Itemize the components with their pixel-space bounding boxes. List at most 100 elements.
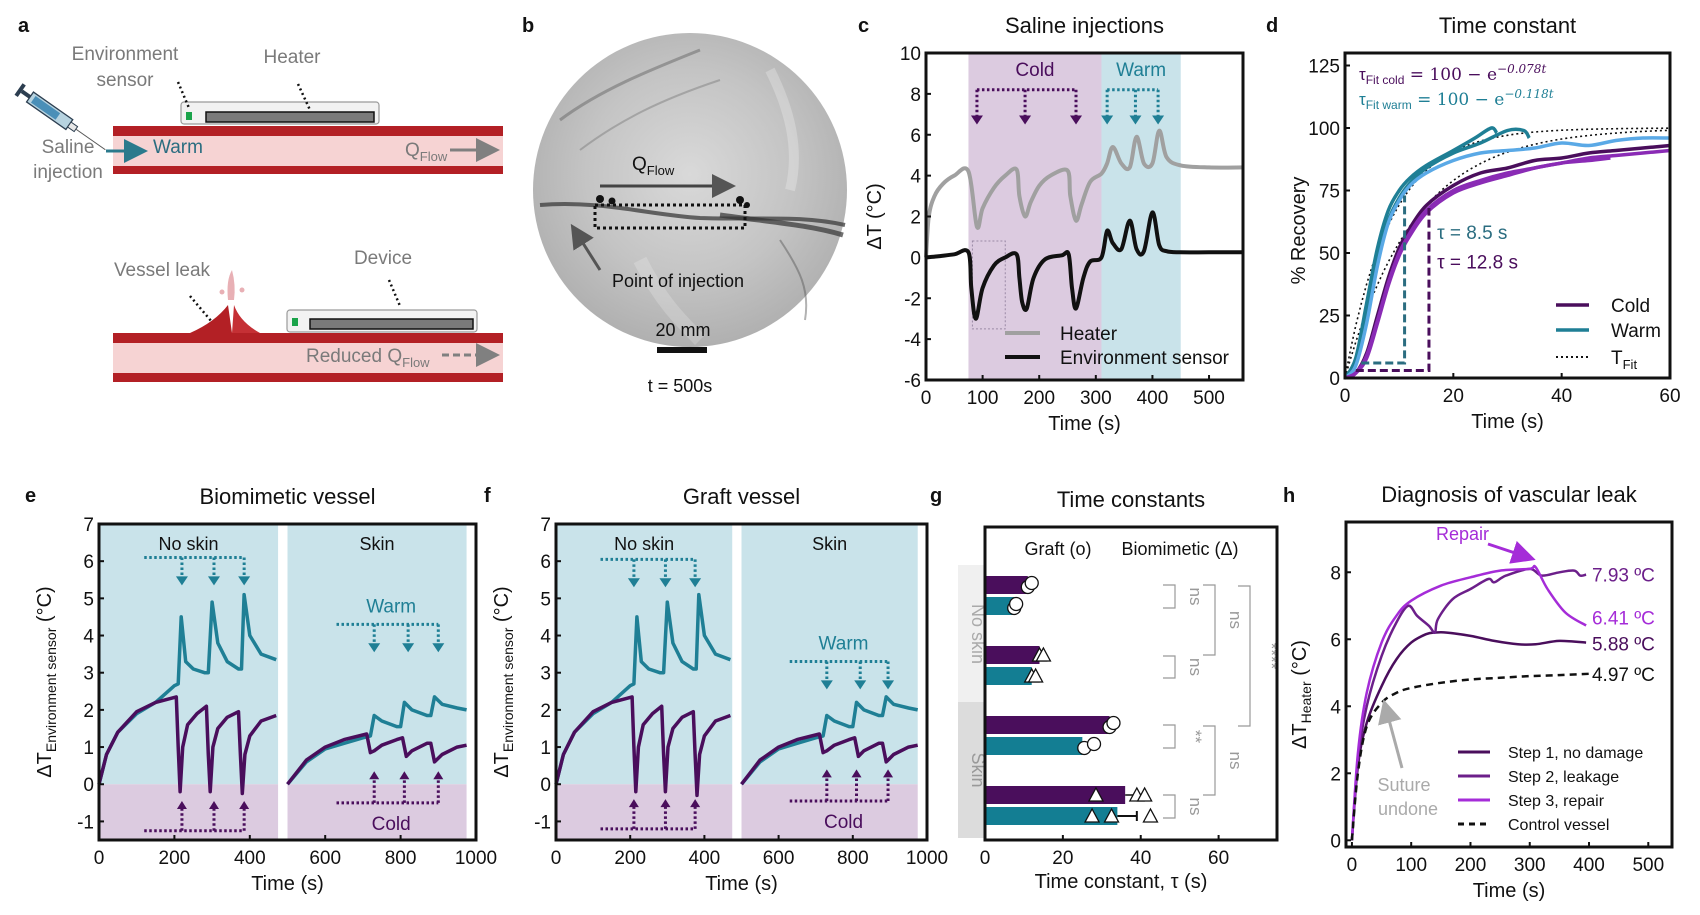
- region-label: Skin: [812, 534, 847, 554]
- arrow-head-icon: [820, 680, 833, 690]
- tau-cold-marker: [1355, 208, 1431, 372]
- suture-arrow-icon: [1378, 699, 1404, 769]
- scale-bar: [657, 347, 707, 353]
- bar-warm: [985, 807, 1118, 825]
- x-tick-label: 0: [94, 848, 105, 869]
- y-tick-label: -2: [904, 289, 921, 310]
- legend-label: Control vessel: [1508, 817, 1609, 834]
- arrow-head-icon: [854, 680, 867, 690]
- y-tick-label: -4: [904, 330, 921, 351]
- group-label-skin: Skin: [968, 752, 988, 787]
- plot-frame: [1344, 520, 1674, 849]
- data-point-triangle: [1136, 786, 1153, 802]
- bar-warm: [985, 667, 1032, 685]
- x-tick-label: 0: [1340, 386, 1351, 407]
- panel-g: g No skin Skin Graft (o) Biomimetic (Δ) ns ns…: [930, 485, 1281, 893]
- y-label-sub: Heater: [1298, 681, 1314, 723]
- environment-sensor-icon: [186, 112, 192, 120]
- x-tick-label: 1000: [455, 848, 497, 869]
- y-tick-label: 1: [83, 738, 94, 759]
- x-tick-label: 100: [967, 388, 999, 409]
- panel-c: c Cold Warm 0 100 200 300 400 500 -6 -4 -2 0 2 4 6 8 10 S…: [858, 13, 1245, 435]
- y-axis-label: ΔTEnvironment sensor (°C): [34, 586, 59, 777]
- data-point-triangle: [1083, 807, 1101, 823]
- injection-arrow-icon: [570, 223, 602, 271]
- warm-trace: [286, 695, 467, 786]
- x-tick-label: 0: [921, 388, 932, 409]
- vessel-leak-label: Vessel leak: [114, 260, 211, 281]
- chart-title: Saline injections: [1005, 13, 1164, 38]
- chart-title: Biomimetic vessel: [199, 484, 375, 509]
- panel-letter-f: f: [484, 485, 491, 507]
- y-tick-label: 25: [1319, 307, 1340, 328]
- y-tick-label: 6: [540, 552, 551, 573]
- cold-label: Cold: [824, 812, 863, 833]
- arrow-head-icon: [207, 576, 220, 586]
- trace-step2: [1350, 567, 1587, 841]
- legend-fit-main: T: [1611, 348, 1623, 369]
- arrow-head-icon: [970, 115, 983, 125]
- x-tick-label: 400: [689, 848, 721, 869]
- x-tick-label: 800: [837, 848, 869, 869]
- y-tick-label: 75: [1319, 182, 1340, 203]
- y-tick-label: 100: [1308, 119, 1340, 140]
- x-tick-label: 200: [614, 848, 646, 869]
- bar-warm: [985, 597, 1015, 615]
- chart-title: Diagnosis of vascular leak: [1381, 482, 1638, 507]
- legend-label-cold: Cold: [1611, 296, 1650, 317]
- y-label-main: ΔT: [34, 752, 56, 778]
- device-label: Device: [354, 248, 412, 269]
- heater-element: [205, 111, 375, 123]
- saline-injection-label-2: injection: [33, 162, 103, 183]
- arrow-head-icon: [689, 578, 702, 588]
- heater-line: [924, 128, 1244, 258]
- end-value-label: 5.88 ºC: [1592, 634, 1655, 655]
- panel-a: a Environment sensor Heater Saline injec…: [14, 15, 503, 382]
- trace-step3: [1350, 564, 1587, 841]
- data-point-circle: [1008, 596, 1024, 612]
- panel-h: h 7.93 ºC 6.41 ºC 5.88 ºC 4.97 ºC Repair Sutu…: [1283, 482, 1674, 902]
- x-tick-label: 400: [1573, 855, 1605, 876]
- header-graft: Graft (o): [1024, 539, 1091, 559]
- x-tick-label: 60: [1659, 386, 1680, 407]
- cold-trace: [97, 695, 277, 796]
- y-tick-label: -6: [904, 371, 921, 392]
- legend-label-warm: Warm: [1611, 321, 1661, 342]
- y-axis-label: % Recovery: [1288, 177, 1310, 285]
- y-tick-label: -1: [77, 812, 94, 833]
- y-tick-label: 2: [540, 701, 551, 722]
- region-label: No skin: [159, 534, 219, 554]
- equation-part: −0.118t: [1504, 87, 1553, 101]
- environment-sensor-label: Environment: [72, 44, 179, 65]
- y-tick-label: 5: [540, 589, 551, 610]
- warm-region-skin: [287, 524, 467, 785]
- y-tick-label: 2: [83, 701, 94, 722]
- y-axis-label: ΔT (°C): [864, 183, 886, 250]
- warm-region-noskin: [556, 524, 733, 785]
- legend-label: Step 1, no damage: [1508, 745, 1643, 762]
- cold-trace: [740, 732, 919, 786]
- y-tick-label: 7: [540, 515, 551, 536]
- panel-letter-a: a: [18, 15, 30, 37]
- data-point-circle: [1106, 715, 1121, 731]
- arrow-head-icon: [882, 680, 895, 690]
- x-tick-label: 200: [1455, 855, 1487, 876]
- cold-region-noskin: [99, 784, 279, 840]
- x-axis-label: Time (s): [1473, 880, 1546, 902]
- significance-label: ns: [1226, 611, 1245, 629]
- x-tick-label: 60: [1208, 848, 1229, 869]
- recovery-line-warm_light: [1343, 136, 1671, 380]
- y-tick-label: 0: [1329, 369, 1340, 390]
- bar-cold: [985, 786, 1126, 804]
- panel-letter-g: g: [930, 485, 942, 507]
- x-tick-label: 0: [980, 848, 991, 869]
- equation-part: = 100 − e: [1404, 65, 1497, 85]
- device-outline: [593, 203, 747, 230]
- y-tick-label: 3: [83, 664, 94, 685]
- tau-warm-marker: [1361, 195, 1407, 365]
- warm-region-noskin: [99, 524, 279, 785]
- y-label-unit: (°C): [34, 586, 56, 627]
- y-tick-label: 10: [900, 44, 921, 65]
- y-tick-label: 125: [1308, 57, 1340, 78]
